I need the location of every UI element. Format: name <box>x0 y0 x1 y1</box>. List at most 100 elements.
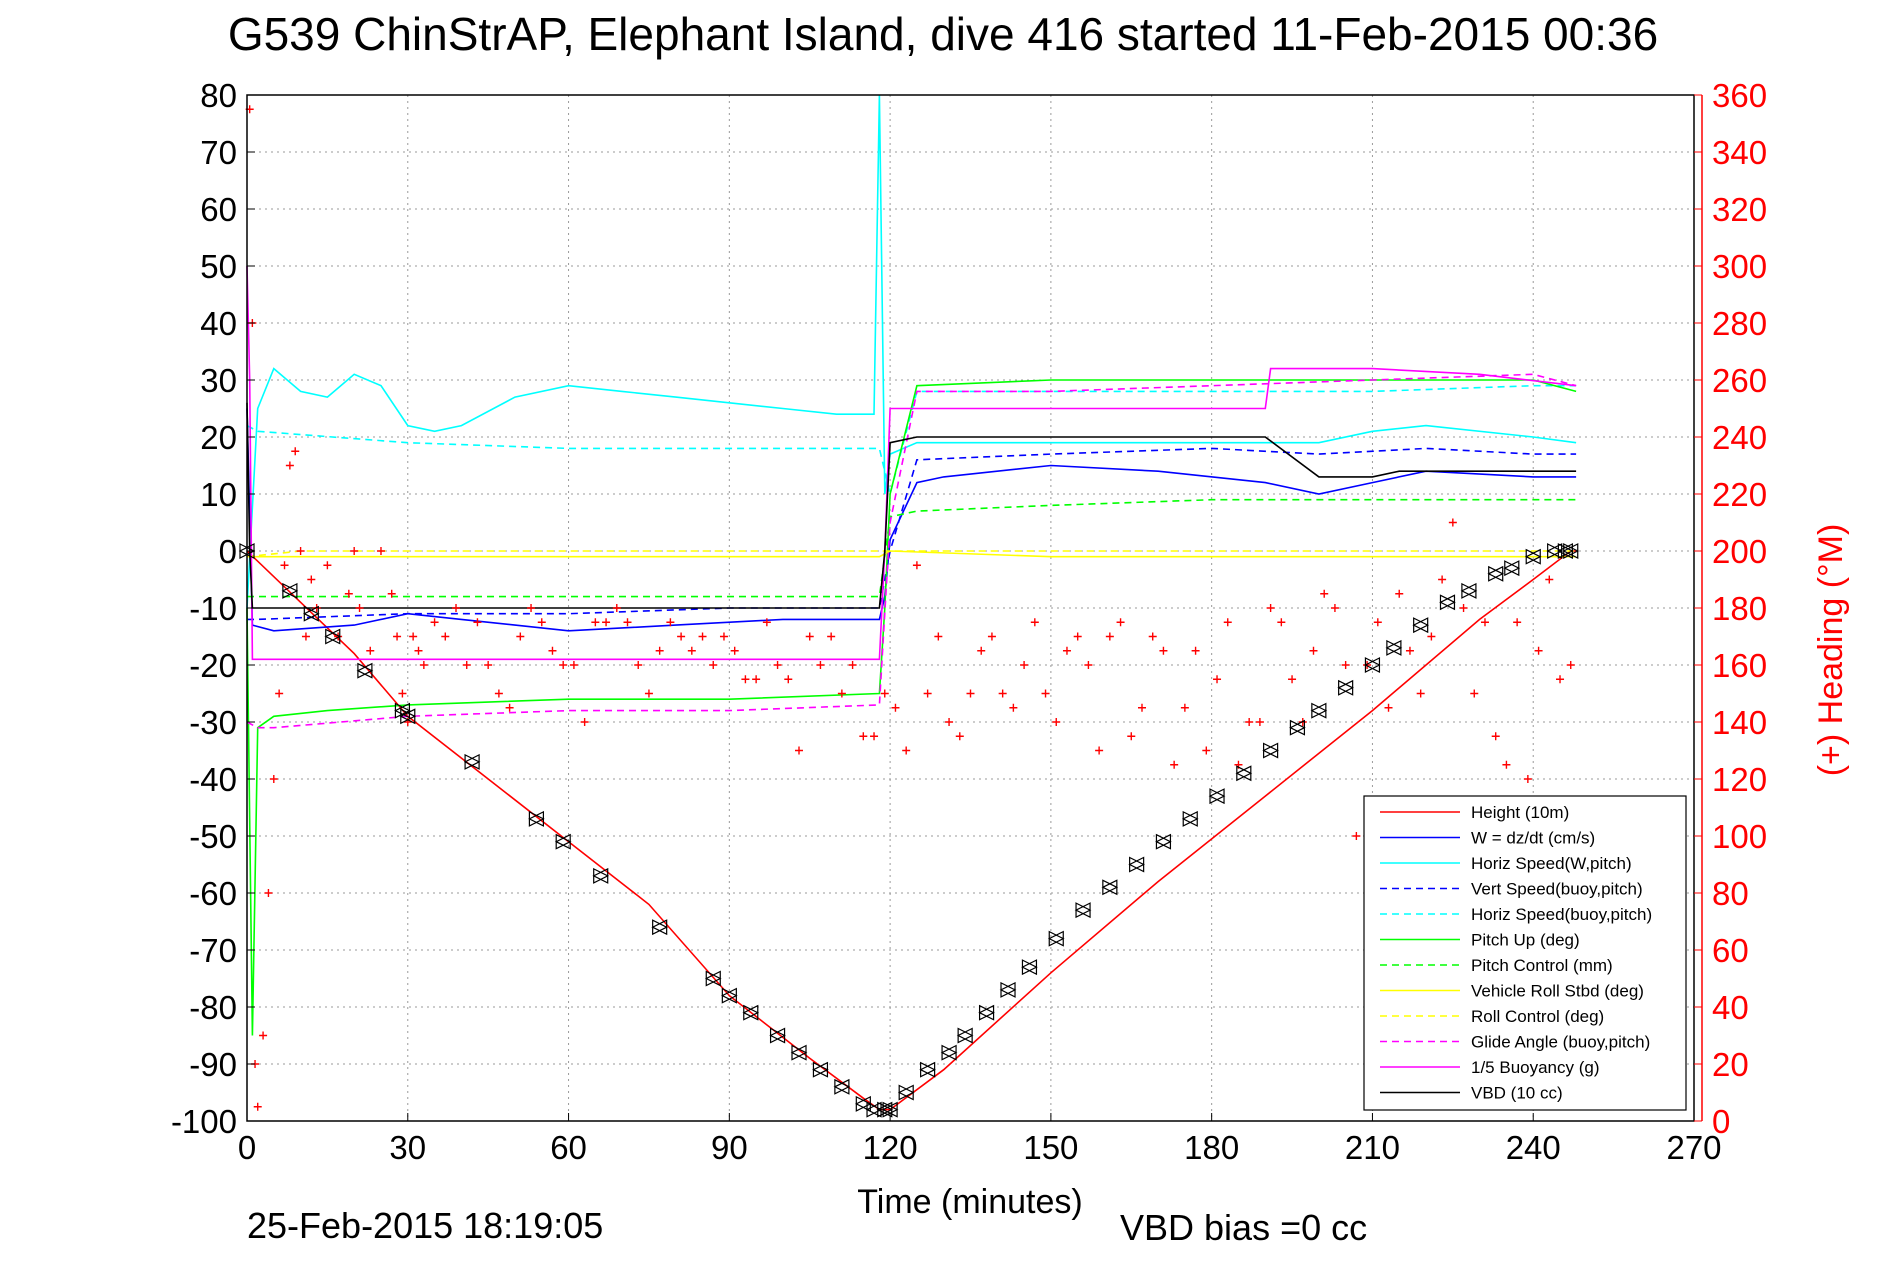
heading-point <box>1320 589 1329 598</box>
y-right-tick-label: 320 <box>1712 191 1767 228</box>
y-tick-label: -50 <box>189 818 237 855</box>
profile-marker <box>592 867 610 884</box>
heading-point <box>741 675 750 684</box>
profile-marker <box>1460 582 1478 599</box>
legend-label-1-5-buoyancy-g: 1/5 Buoyancy (g) <box>1471 1058 1600 1077</box>
profile-marker <box>528 810 545 827</box>
y-tick-label: -70 <box>189 932 237 969</box>
y-right-tick-label: 40 <box>1712 989 1749 1026</box>
y-right-tick-label: 180 <box>1712 590 1767 627</box>
profile-marker <box>940 1044 958 1061</box>
heading-point <box>1534 646 1543 655</box>
y-right-tick-label: 100 <box>1712 818 1767 855</box>
profile-marker <box>651 919 669 936</box>
heading-point <box>1384 703 1393 712</box>
profile-marker <box>1262 742 1279 759</box>
profile-marker <box>1524 548 1542 565</box>
heading-point <box>912 561 921 570</box>
heading-point <box>730 646 739 655</box>
heading-point <box>945 718 954 726</box>
heading-point <box>762 618 771 627</box>
heading-point <box>1213 675 1222 684</box>
profile-marker <box>1101 879 1119 896</box>
profile-marker <box>1074 902 1092 919</box>
profile-marker <box>769 1027 786 1044</box>
y-tick-label: 10 <box>200 476 237 513</box>
y-right-tick-label: 160 <box>1712 647 1767 684</box>
y-tick-label: 60 <box>200 191 237 228</box>
heading-point <box>1373 618 1382 627</box>
legend-label-roll-control-deg: Roll Control (deg) <box>1471 1007 1604 1026</box>
legend-label-pitch-up-deg: Pitch Up (deg) <box>1471 931 1580 950</box>
heading-point <box>655 646 664 655</box>
heading-point <box>1255 718 1264 726</box>
heading-point <box>1191 646 1200 655</box>
series-line-horiz-speed-w-pitch <box>246 94 1577 609</box>
heading-point <box>350 547 359 555</box>
heading-point <box>376 547 385 555</box>
heading-point <box>569 661 578 669</box>
profile-marker <box>790 1044 808 1061</box>
heading-point <box>1180 703 1189 712</box>
heading-point <box>393 632 402 641</box>
heading-point <box>644 689 653 698</box>
y-tick-label: 80 <box>200 77 237 114</box>
heading-point <box>1341 661 1350 669</box>
heading-point <box>1502 760 1511 769</box>
heading-point <box>1438 575 1447 584</box>
heading-point <box>355 604 364 612</box>
heading-point <box>602 618 611 627</box>
heading-point <box>269 775 278 783</box>
heading-point <box>805 632 814 641</box>
heading-point <box>1470 689 1479 698</box>
heading-point <box>1566 661 1575 669</box>
heading-point <box>1009 703 1018 712</box>
profile-marker <box>1310 702 1328 719</box>
profile-marker <box>1128 856 1145 873</box>
profile-marker <box>463 753 481 770</box>
heading-points <box>246 105 1575 1111</box>
heading-point <box>1416 689 1425 698</box>
heading-point <box>698 632 707 641</box>
heading-point <box>414 646 423 655</box>
profile-marker <box>1557 543 1574 559</box>
heading-point <box>837 689 846 698</box>
y-right-tick-label: 80 <box>1712 875 1749 912</box>
heading-point <box>259 1031 268 1040</box>
x-axis-label: Time (minutes) <box>857 1183 1082 1221</box>
heading-point <box>752 675 761 684</box>
heading-point <box>623 618 632 627</box>
profile-marker <box>812 1061 829 1078</box>
legend-label-w-dz-dt-cm-s: W = dz/dt (cm/s) <box>1471 829 1595 848</box>
heading-point <box>580 718 589 726</box>
heading-point <box>934 632 943 641</box>
heading-point <box>1556 675 1565 684</box>
heading-point <box>264 889 273 897</box>
heading-point <box>1352 832 1361 840</box>
heading-point <box>441 632 450 641</box>
profile-marker <box>302 605 320 622</box>
profile-marker <box>978 1004 995 1021</box>
heading-point <box>1041 689 1050 698</box>
x-tick-label: 150 <box>1023 1129 1078 1166</box>
series-line-glide-angle-buoy-pitch <box>246 373 1577 729</box>
legend-label-height-10m: Height (10m) <box>1471 803 1569 822</box>
y-right-tick-label: 0 <box>1712 1103 1730 1140</box>
profile-marker <box>999 981 1017 998</box>
heading-point <box>1459 604 1468 612</box>
heading-point <box>666 618 675 627</box>
heading-point <box>398 689 407 698</box>
profile-marker <box>324 628 342 645</box>
y-right-tick-label: 220 <box>1712 476 1767 513</box>
heading-point <box>784 675 793 684</box>
heading-point <box>366 646 375 655</box>
y-tick-label: -100 <box>171 1103 237 1140</box>
y-right-tick-label: 140 <box>1712 704 1767 741</box>
heading-point <box>548 646 557 655</box>
heading-point <box>1095 746 1104 755</box>
y-right-tick-label: 120 <box>1712 761 1767 798</box>
profile-marker <box>1364 657 1381 673</box>
heading-point <box>1020 661 1029 669</box>
heading-point <box>1245 718 1254 726</box>
